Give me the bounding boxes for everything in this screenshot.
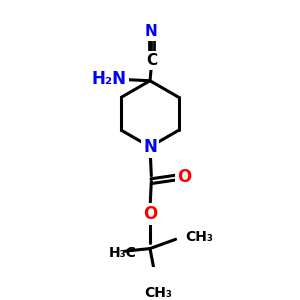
Text: N: N	[145, 24, 158, 39]
Text: N: N	[143, 138, 157, 156]
Text: C: C	[146, 53, 157, 68]
Text: CH₃: CH₃	[144, 286, 172, 300]
Text: H₂N: H₂N	[92, 70, 127, 88]
Text: O: O	[177, 168, 191, 186]
Text: O: O	[143, 205, 157, 223]
Text: CH₃: CH₃	[186, 230, 214, 244]
Text: H₃C: H₃C	[109, 245, 137, 260]
